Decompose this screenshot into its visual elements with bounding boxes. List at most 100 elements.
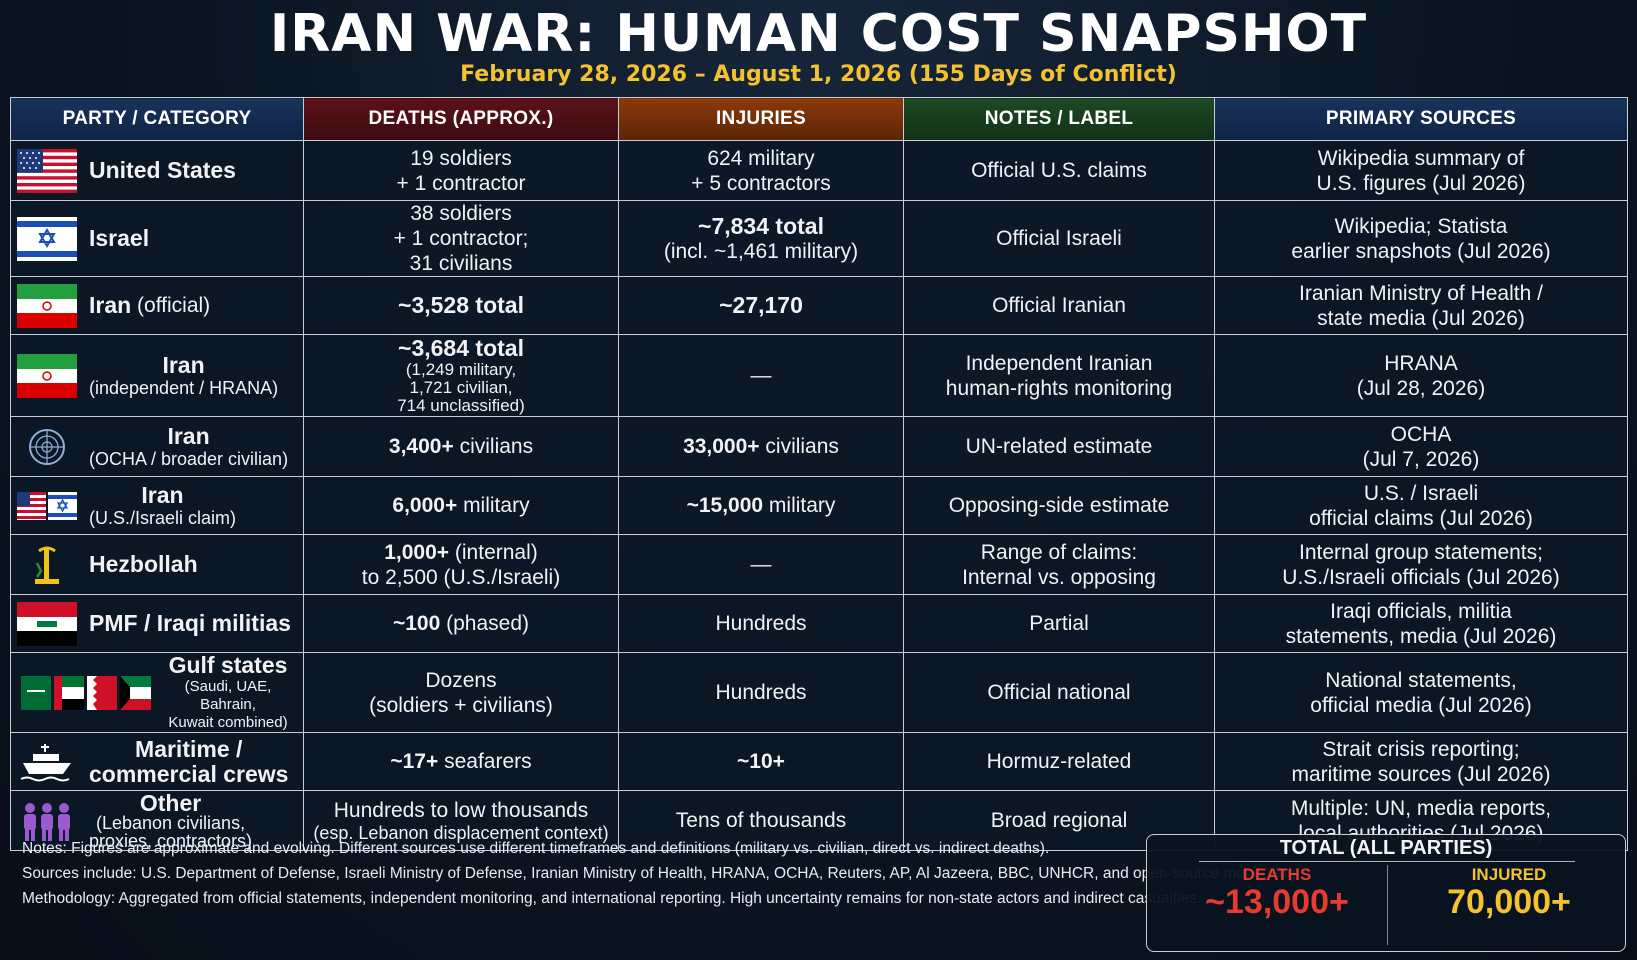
total-injured-label: INJURED bbox=[1471, 865, 1547, 884]
party-name: Maritime / bbox=[135, 735, 243, 762]
table-row: Maritime / commercial crews ~17+ seafarer… bbox=[10, 732, 1628, 791]
party-name: Gulf states bbox=[168, 652, 288, 678]
party-qualifier: Kuwait combined) bbox=[168, 714, 288, 731]
iraq-flag-icon bbox=[17, 601, 77, 646]
table-row: Iran (OCHA / broader civilian) 3,400+ civ… bbox=[10, 416, 1628, 477]
table-row: Iran (U.S./Israeli claim) 6,000+ military… bbox=[10, 476, 1628, 535]
party-name: United States bbox=[89, 157, 236, 183]
us-israel-flags-icon bbox=[17, 484, 77, 528]
party-qualifier: (U.S./Israeli claim) bbox=[89, 508, 237, 528]
sources-text: Sources include: U.S. Department of Defe… bbox=[22, 865, 1301, 882]
sources-cell: Iraqi officials, militia statements, medi… bbox=[1214, 594, 1628, 653]
party-name: Hezbollah bbox=[89, 551, 198, 577]
deaths-cell: 38 soldiers + 1 contractor; 31 civilians bbox=[303, 200, 619, 277]
people-icon bbox=[17, 799, 77, 843]
party-qualifier: (Saudi, UAE, Bahrain, bbox=[184, 678, 272, 713]
column-header-notes: NOTES / LABEL bbox=[903, 97, 1215, 141]
israel-flag-icon bbox=[17, 216, 77, 261]
total-deaths-value: ~13,000+ bbox=[1205, 883, 1349, 921]
injuries-cell: 33,000+ civilians bbox=[618, 416, 904, 477]
deaths-cell: ~3,684 total (1,249 military, 1,721 civili… bbox=[303, 334, 619, 417]
party-name: Iran bbox=[89, 292, 132, 318]
injuries-cell: ~10+ bbox=[618, 732, 904, 791]
table-row: Hezbollah 1,000+ (internal) to 2,500 (U.S… bbox=[10, 534, 1628, 595]
party-qualifier: (Lebanon civilians, bbox=[95, 812, 246, 833]
injuries-cell: 624 military + 5 contractors bbox=[618, 140, 904, 201]
total-injured-value: 70,000+ bbox=[1447, 883, 1571, 921]
column-header-injuries: INJURIES bbox=[618, 97, 904, 141]
deaths-cell: ~100 (phased) bbox=[303, 594, 619, 653]
table-row: Iran (independent / HRANA) ~3,684 total (1… bbox=[10, 334, 1628, 417]
sources-cell: HRANA (Jul 28, 2026) bbox=[1214, 334, 1628, 417]
table-row: Other (Lebanon civilians, proxies, contrac… bbox=[10, 789, 1628, 851]
party-qualifier: (independent / HRANA) bbox=[89, 378, 279, 398]
notes-cell: Independent Iranian human-rights monitori… bbox=[903, 334, 1215, 417]
divider bbox=[1199, 861, 1575, 862]
total-title: TOTAL (ALL PARTIES) bbox=[1279, 837, 1493, 859]
notes-cell: UN-related estimate bbox=[903, 416, 1215, 477]
column-header-sources: PRIMARY SOURCES bbox=[1214, 97, 1628, 141]
sources-cell: OCHA (Jul 7, 2026) bbox=[1214, 416, 1628, 477]
party-name-line2: commercial crews bbox=[89, 760, 289, 787]
sources-cell: Strait crisis reporting; maritime sources… bbox=[1214, 732, 1628, 791]
sources-cell: National statements, official media (Jul … bbox=[1214, 652, 1628, 733]
injuries-cell: ~7,834 total (incl. ~1,461 military) bbox=[618, 200, 904, 277]
party-name: Iran bbox=[167, 423, 210, 449]
party-name: Other bbox=[139, 789, 202, 816]
sources-cell: Internal group statements; U.S./Israeli o… bbox=[1214, 534, 1628, 595]
hezbollah-emblem-icon bbox=[17, 543, 77, 587]
notes-cell: Hormuz-related bbox=[903, 732, 1215, 791]
injuries-cell: ~15,000 military bbox=[618, 476, 904, 535]
table-row: PMF / Iraqi militias ~100 (phased) Hundr… bbox=[10, 594, 1628, 653]
sources-cell: Iranian Ministry of Health / state media … bbox=[1214, 276, 1628, 335]
party-name: PMF / Iraqi militias bbox=[89, 610, 291, 636]
party-name: Israel bbox=[89, 225, 150, 251]
column-header-deaths: DEATHS (APPROX.) bbox=[303, 97, 619, 141]
divider bbox=[1387, 865, 1388, 945]
table-row: Iran (official) ~3,528 total ~27,170 Off… bbox=[10, 276, 1628, 335]
table-header-row: PARTY / CATEGORY DEATHS (APPROX.) INJURI… bbox=[10, 97, 1628, 141]
table-row: United States 19 soldiers + 1 contractor … bbox=[10, 140, 1628, 201]
footer-notes: Notes: Figures are approximate and evolv… bbox=[22, 836, 1301, 911]
total-deaths-label: DEATHS bbox=[1242, 865, 1312, 884]
notes-text: Notes: Figures are approximate and evolv… bbox=[22, 840, 1050, 857]
notes-cell: Official national bbox=[903, 652, 1215, 733]
table-row: Israel 38 soldiers + 1 contractor; 31 civi… bbox=[10, 200, 1628, 277]
deaths-cell: ~17+ seafarers bbox=[303, 732, 619, 791]
party-name: Iran bbox=[162, 352, 205, 378]
injuries-cell: Hundreds bbox=[618, 652, 904, 733]
page-title: IRAN WAR: HUMAN COST SNAPSHOT bbox=[269, 4, 1368, 64]
deaths-cell: Dozens (soldiers + civilians) bbox=[303, 652, 619, 733]
notes-cell: Official U.S. claims bbox=[903, 140, 1215, 201]
page-subtitle: February 28, 2026 – August 1, 2026 (155 … bbox=[460, 62, 1177, 87]
sources-cell: U.S. / Israeli official claims (Jul 2026) bbox=[1214, 476, 1628, 535]
iran-flag-icon bbox=[17, 283, 77, 328]
injuries-cell: — bbox=[618, 334, 904, 417]
column-header-party: PARTY / CATEGORY bbox=[10, 97, 304, 141]
party-qualifier: (OCHA / broader civilian) bbox=[89, 449, 289, 469]
casualty-table: PARTY / CATEGORY DEATHS (APPROX.) INJURI… bbox=[10, 97, 1628, 851]
deaths-cell: Hundreds to low thousands (esp. Lebanon d… bbox=[303, 790, 619, 851]
injuries-cell: Hundreds bbox=[618, 594, 904, 653]
un-emblem-icon bbox=[17, 425, 77, 469]
notes-cell: Partial bbox=[903, 594, 1215, 653]
deaths-cell: 1,000+ (internal) to 2,500 (U.S./Israeli) bbox=[303, 534, 619, 595]
methodology-text: Methodology: Aggregated from official st… bbox=[22, 890, 1202, 907]
notes-cell: Range of claims: Internal vs. opposing bbox=[903, 534, 1215, 595]
sources-cell: Wikipedia summary of U.S. figures (Jul 20… bbox=[1214, 140, 1628, 201]
party-qualifier: (official) bbox=[137, 294, 211, 317]
sources-cell: Wikipedia; Statista earlier snapshots (Ju… bbox=[1214, 200, 1628, 277]
deaths-cell: 3,400+ civilians bbox=[303, 416, 619, 477]
gulf-flags-icon bbox=[21, 675, 151, 710]
table-row: Gulf states (Saudi, UAE, Bahrain, Kuwait c… bbox=[10, 652, 1628, 733]
total-summary-box: TOTAL (ALL PARTIES) DEATHS ~13,000+ INJU… bbox=[1146, 834, 1626, 952]
us-flag-icon bbox=[17, 148, 77, 193]
injuries-cell: ~27,170 bbox=[618, 276, 904, 335]
deaths-cell: ~3,528 total bbox=[303, 276, 619, 335]
party-qualifier: proxies, contractors) bbox=[89, 830, 253, 851]
deaths-cell: 19 soldiers + 1 contractor bbox=[303, 140, 619, 201]
iran-flag-icon bbox=[17, 353, 77, 398]
notes-cell: Official Iranian bbox=[903, 276, 1215, 335]
ship-icon bbox=[17, 740, 77, 784]
